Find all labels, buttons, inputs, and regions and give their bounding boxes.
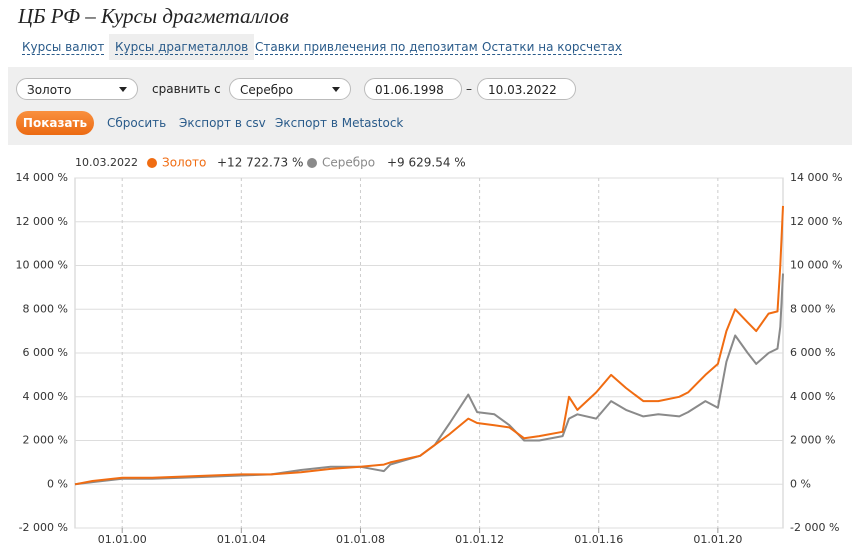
- y-tick-label: 8 000 %: [23, 302, 68, 315]
- compare-label: сравнить с: [152, 82, 221, 96]
- metal-select[interactable]: Золото: [16, 78, 138, 100]
- tab-label: Курсы драгметаллов: [115, 40, 249, 55]
- y-tick-label: 4 000 %: [23, 390, 68, 403]
- x-tick-label: 01.01.20: [693, 533, 742, 546]
- x-tick-label: 01.01.08: [336, 533, 385, 546]
- chart: -2 000 % -2 000 % 0 % 0 % 2 000 % 2 000 % 4 00…: [16, 156, 843, 547]
- y-tick-label: 14 000 %: [16, 171, 68, 184]
- date-separator: –: [466, 82, 472, 96]
- legend-date: 10.03.2022: [75, 156, 138, 169]
- y-tick-label: 0 %: [47, 477, 68, 490]
- export-csv-link[interactable]: Экспорт в csv: [179, 116, 266, 130]
- y-tick-label: 12 000 %: [16, 215, 68, 228]
- x-tick-label: 01.01.12: [455, 533, 504, 546]
- y2-tick-label: 2 000 %: [790, 434, 835, 447]
- y2-tick-label: 4 000 %: [790, 390, 835, 403]
- y2-tick-label: 10 000 %: [790, 259, 842, 272]
- tab[interactable]: Курсы драгметаллов: [109, 34, 255, 60]
- y-tick-label: 2 000 %: [23, 434, 68, 447]
- show-button[interactable]: Показать: [16, 111, 94, 135]
- dropdown-arrow: [119, 87, 127, 92]
- tab[interactable]: Остатки на корсчетах: [476, 34, 628, 60]
- export-metastock-link[interactable]: Экспорт в Metastock: [275, 116, 404, 130]
- date-value: 01.06.1998: [375, 83, 444, 97]
- y2-tick-label: 6 000 %: [790, 346, 835, 359]
- y2-tick-label: 12 000 %: [790, 215, 842, 228]
- tab[interactable]: Курсы валют: [16, 34, 110, 60]
- x-tick-label: 01.01.00: [98, 533, 147, 546]
- page-title: ЦБ РФ – Курсы драгметаллов: [18, 4, 289, 28]
- tab-label: Ставки привлечения по депозитам: [255, 40, 478, 55]
- tab-label: Курсы валют: [22, 40, 105, 55]
- y-tick-label: 6 000 %: [23, 346, 68, 359]
- y-tick-label: -2 000 %: [19, 521, 68, 534]
- y2-tick-label: 0 %: [790, 477, 811, 490]
- x-tick-label: 01.01.16: [574, 533, 623, 546]
- compare-select[interactable]: Серебро: [229, 78, 351, 100]
- y2-tick-label: -2 000 %: [790, 521, 839, 534]
- x-tick-label: 01.01.04: [217, 533, 266, 546]
- reset-link[interactable]: Сбросить: [107, 116, 167, 130]
- date-from[interactable]: 01.06.1998: [364, 78, 462, 100]
- legend-value: +12 722.73 %: [217, 156, 303, 170]
- y2-tick-label: 8 000 %: [790, 302, 835, 315]
- legend-marker: [147, 158, 157, 168]
- tab-label: Остатки на корсчетах: [482, 40, 622, 55]
- select-value: Золото: [27, 83, 72, 97]
- legend-value: +9 629.54 %: [387, 156, 466, 170]
- tab[interactable]: Ставки привлечения по депозитам: [249, 34, 484, 60]
- date-value: 10.03.2022: [488, 83, 557, 97]
- legend-label: Серебро: [322, 156, 375, 170]
- series-line: [74, 205, 784, 486]
- legend-label: Золото: [162, 156, 206, 170]
- select-value: Серебро: [240, 83, 294, 97]
- legend-marker: [307, 158, 317, 168]
- date-to[interactable]: 10.03.2022: [477, 78, 576, 100]
- y-tick-label: 10 000 %: [16, 259, 68, 272]
- dropdown-arrow: [332, 87, 340, 92]
- y2-tick-label: 14 000 %: [790, 171, 842, 184]
